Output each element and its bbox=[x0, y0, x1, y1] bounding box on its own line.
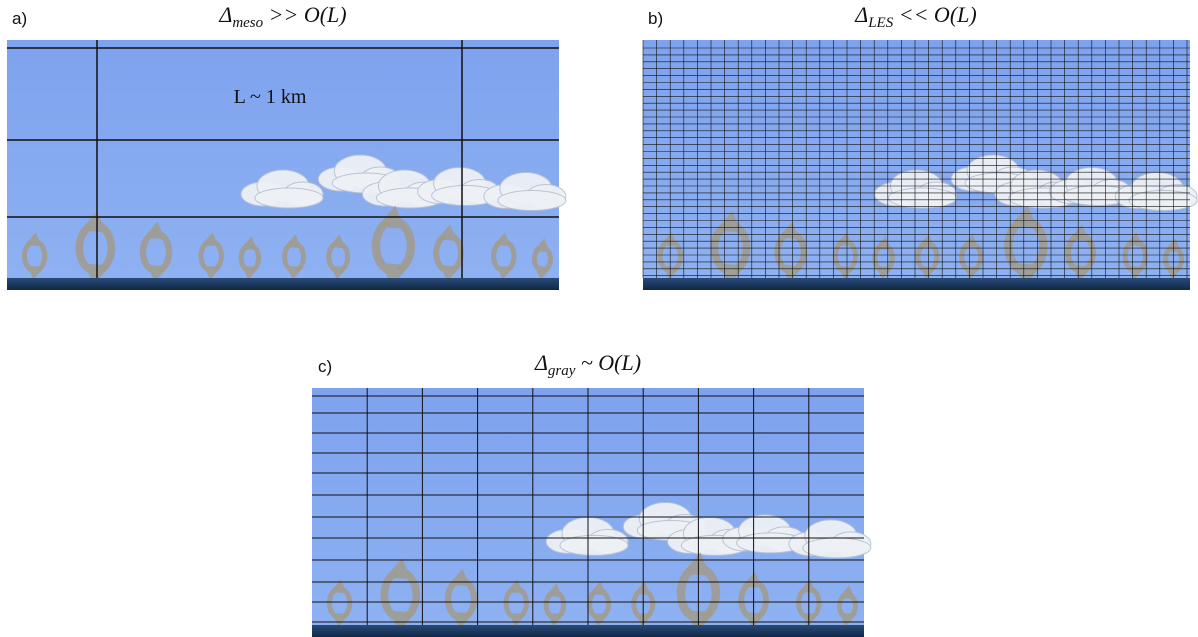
sea bbox=[7, 278, 559, 290]
title-rest: ~ O(L) bbox=[575, 350, 641, 375]
title-symbol: Δ bbox=[534, 350, 548, 375]
title-rest: >> O(L) bbox=[263, 2, 346, 27]
title-sub: meso bbox=[232, 15, 263, 31]
panel-title: Δmeso >> O(L) bbox=[218, 2, 346, 31]
sea bbox=[643, 278, 1190, 290]
panel-label: c) bbox=[318, 357, 332, 376]
panel: b) ΔLES << O(L) bbox=[643, 2, 1197, 290]
panel-label: b) bbox=[648, 9, 663, 28]
cloud bbox=[889, 188, 957, 208]
cloud bbox=[255, 188, 323, 208]
cloud bbox=[498, 191, 566, 211]
panel-title: Δgray ~ O(L) bbox=[534, 350, 641, 379]
scale-annotation: L ~ 1 km bbox=[234, 86, 307, 108]
title-sub: gray bbox=[548, 363, 576, 379]
cloud bbox=[803, 538, 871, 558]
title-rest: << O(L) bbox=[893, 2, 976, 27]
panel-label: a) bbox=[12, 9, 27, 28]
title-symbol: Δ bbox=[854, 2, 868, 27]
panel-title: ΔLES << O(L) bbox=[854, 2, 976, 31]
title-symbol: Δ bbox=[218, 2, 232, 27]
sea bbox=[312, 625, 864, 637]
figure: a)Δmeso >> O(L)L ~ 1 kmb)ΔLES << O(L)c)Δ… bbox=[0, 0, 1198, 637]
title-sub: LES bbox=[867, 15, 894, 31]
panel: c) Δgray ~ O(L) bbox=[312, 350, 871, 637]
panel: a) Δmeso >> O(L) L ~ 1 km bbox=[7, 2, 566, 290]
